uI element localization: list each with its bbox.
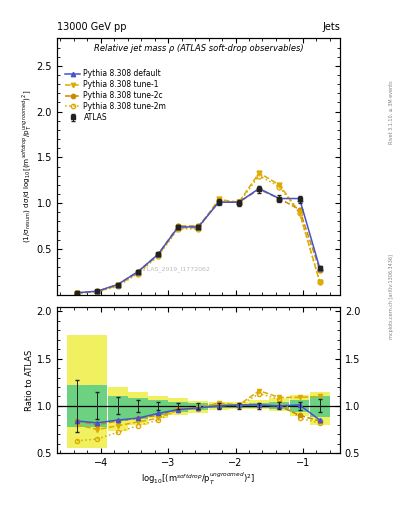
Pythia 8.308 tune-2c <box>75 290 79 296</box>
Text: Rivet 3.1.10, ≥ 3M events: Rivet 3.1.10, ≥ 3M events <box>389 81 393 144</box>
Text: 13000 GeV pp: 13000 GeV pp <box>57 22 127 32</box>
Pythia 8.308 tune-2c <box>277 196 282 202</box>
Pythia 8.308 default <box>216 199 221 205</box>
Pythia 8.308 tune-2m <box>216 197 221 203</box>
Line: Pythia 8.308 tune-2m: Pythia 8.308 tune-2m <box>75 173 322 295</box>
Pythia 8.308 default <box>237 199 241 205</box>
Pythia 8.308 tune-1 <box>277 182 282 188</box>
Pythia 8.308 tune-2m <box>156 253 160 259</box>
Pythia 8.308 tune-1 <box>115 283 120 289</box>
Pythia 8.308 tune-2m <box>75 290 79 296</box>
Pythia 8.308 tune-1 <box>156 252 160 259</box>
Pythia 8.308 tune-2c <box>216 199 221 205</box>
Pythia 8.308 tune-2m <box>277 184 282 190</box>
Pythia 8.308 default <box>115 282 120 288</box>
Pythia 8.308 default <box>277 196 282 202</box>
Pythia 8.308 tune-2c <box>257 186 261 193</box>
X-axis label: log$_{10}$[(m$^{soft drop}$/p$_T^{ungroomed}$)$^2$]: log$_{10}$[(m$^{soft drop}$/p$_T^{ungroo… <box>141 471 255 487</box>
Pythia 8.308 tune-2c <box>297 206 302 212</box>
Pythia 8.308 tune-1 <box>196 225 201 231</box>
Pythia 8.308 tune-1 <box>136 270 140 276</box>
Pythia 8.308 tune-2m <box>136 270 140 276</box>
Pythia 8.308 tune-2c <box>115 282 120 288</box>
Pythia 8.308 tune-2c <box>318 267 322 273</box>
Pythia 8.308 tune-1 <box>95 289 100 295</box>
Pythia 8.308 tune-2m <box>196 226 201 232</box>
Pythia 8.308 default <box>75 290 79 296</box>
Pythia 8.308 tune-2c <box>95 288 100 294</box>
Pythia 8.308 default <box>95 288 100 294</box>
Pythia 8.308 tune-1 <box>216 197 221 203</box>
Pythia 8.308 default <box>176 224 181 230</box>
Y-axis label: Ratio to ATLAS: Ratio to ATLAS <box>25 349 34 411</box>
Pythia 8.308 tune-1 <box>176 225 181 231</box>
Pythia 8.308 default <box>136 269 140 275</box>
Pythia 8.308 tune-1 <box>318 279 322 285</box>
Pythia 8.308 tune-2c <box>237 199 241 205</box>
Pythia 8.308 tune-2c <box>136 269 140 275</box>
Text: ATLAS_2019_I1772062: ATLAS_2019_I1772062 <box>140 266 211 272</box>
Pythia 8.308 default <box>318 265 322 271</box>
Text: mcplots.cern.ch [arXiv:1306.3436]: mcplots.cern.ch [arXiv:1306.3436] <box>389 254 393 339</box>
Pythia 8.308 tune-2c <box>156 251 160 258</box>
Pythia 8.308 tune-1 <box>75 290 79 296</box>
Line: Pythia 8.308 tune-1: Pythia 8.308 tune-1 <box>75 170 322 295</box>
Pythia 8.308 tune-2c <box>176 223 181 229</box>
Pythia 8.308 tune-2m <box>318 279 322 285</box>
Pythia 8.308 default <box>156 251 160 258</box>
Legend: Pythia 8.308 default, Pythia 8.308 tune-1, Pythia 8.308 tune-2c, Pythia 8.308 tu: Pythia 8.308 default, Pythia 8.308 tune-… <box>64 68 168 123</box>
Pythia 8.308 tune-2m <box>95 289 100 295</box>
Text: Jets: Jets <box>322 22 340 32</box>
Pythia 8.308 tune-1 <box>297 209 302 216</box>
Pythia 8.308 tune-1 <box>257 170 261 176</box>
Line: Pythia 8.308 default: Pythia 8.308 default <box>75 186 322 295</box>
Pythia 8.308 default <box>257 185 261 191</box>
Pythia 8.308 tune-2m <box>297 210 302 216</box>
Pythia 8.308 tune-1 <box>237 199 241 205</box>
Pythia 8.308 default <box>196 224 201 230</box>
Line: Pythia 8.308 tune-2c: Pythia 8.308 tune-2c <box>75 187 322 295</box>
Pythia 8.308 tune-2m <box>237 200 241 206</box>
Pythia 8.308 tune-2m <box>115 283 120 289</box>
Y-axis label: (1/σ$_{resum}$) dσ/d log$_{10}$[(m$^{soft drop}$/p$_T^{ungroomed}$)$^2$]: (1/σ$_{resum}$) dσ/d log$_{10}$[(m$^{sof… <box>21 90 34 243</box>
Pythia 8.308 tune-2c <box>196 223 201 229</box>
Pythia 8.308 default <box>297 196 302 202</box>
Pythia 8.308 tune-2m <box>176 226 181 232</box>
Text: Relative jet mass ρ (ATLAS soft-drop observables): Relative jet mass ρ (ATLAS soft-drop obs… <box>94 44 303 53</box>
Pythia 8.308 tune-2m <box>257 173 261 179</box>
